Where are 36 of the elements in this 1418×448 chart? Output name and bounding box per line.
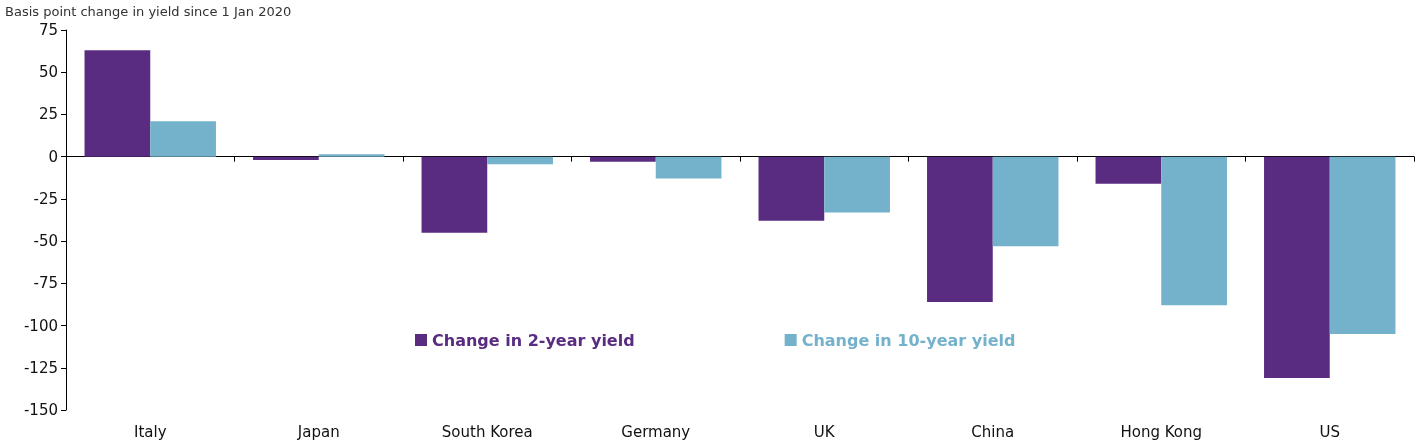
bar: [1095, 156, 1162, 184]
bar: [421, 156, 488, 233]
x-tick-label: Japan: [296, 422, 340, 441]
bar: [824, 156, 890, 213]
bar: [1161, 156, 1227, 306]
bar: [487, 156, 553, 165]
x-tick-label: South Korea: [441, 422, 533, 441]
bar: [1264, 156, 1330, 378]
y-tick-label: -25: [33, 189, 58, 208]
y-tick-label: -100: [23, 316, 58, 335]
y-tick-label: -50: [33, 232, 58, 251]
y-tick-label: 25: [38, 105, 58, 124]
bar: [318, 154, 385, 157]
y-tick-label: 50: [38, 63, 58, 82]
bar: [84, 50, 151, 157]
x-tick-label: Italy: [133, 422, 167, 441]
legend-label: Change in 2-year yield: [432, 330, 635, 350]
bar: [150, 121, 216, 157]
x-tick-label: Germany: [621, 422, 691, 441]
bar: [590, 156, 656, 162]
x-tick-label: US: [1319, 422, 1341, 441]
bar: [758, 156, 825, 221]
legend-label: Change in 10-year yield: [801, 330, 1016, 350]
y-tick-label: 75: [38, 21, 58, 39]
x-tick-label: UK: [813, 422, 836, 441]
x-tick-label: Hong Kong: [1120, 422, 1203, 441]
bar: [1329, 156, 1396, 334]
y-tick-label: 0: [48, 147, 58, 166]
chart-title: Basis point change in yield since 1 Jan 2020: [5, 4, 292, 19]
bar: [655, 156, 722, 179]
y-tick-label: -125: [23, 358, 58, 377]
bar: [992, 156, 1059, 247]
x-tick-label: China: [971, 422, 1015, 441]
y-tick-label: -75: [33, 274, 58, 293]
y-tick-label: -150: [23, 401, 58, 419]
bar: [927, 156, 993, 302]
